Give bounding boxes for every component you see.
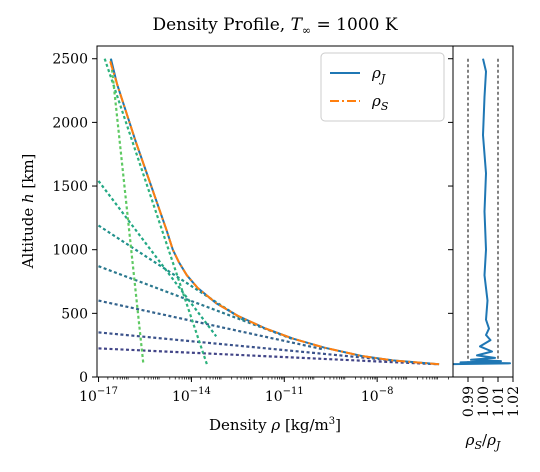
xlabel-unit-pre: [kg/m (280, 416, 329, 434)
side-y-axis (448, 58, 453, 378)
title-main: Density Profile, (152, 15, 290, 35)
y-tick-label: 2500 (52, 52, 88, 68)
y-tick-label: 2000 (52, 115, 88, 131)
main-y-axis: 0 500 1000 1500 2000 2500 (52, 52, 97, 386)
side-x-axis-label: ρS/ρJ (465, 431, 501, 452)
xlabel-main: Density (209, 416, 271, 434)
xlabel-sup: 3 (329, 416, 335, 427)
tangent-line-7 (103, 58, 208, 365)
tangent-line-1 (98, 347, 440, 366)
legend-box (320, 52, 445, 122)
x-tick-label: 10−11 (265, 386, 304, 405)
x-tick-label: 10−8 (361, 386, 394, 405)
legend-label-rho-s: ρS (371, 92, 389, 113)
tangent-line-4 (98, 265, 294, 341)
x-tick-label: 10−14 (172, 386, 211, 405)
legend-rho-s-sub: S (381, 100, 389, 113)
side-x-tick-label: 1.01 (491, 386, 507, 417)
main-y-axis-label: Altitude h [km] (19, 154, 37, 270)
side-x-tick-label: 0.99 (461, 386, 477, 417)
legend-rho-s-var: ρ (371, 92, 381, 110)
tangent-line-6 (97, 180, 218, 337)
side-x-tick-label: 1.00 (476, 386, 492, 417)
ratio-reference-lines (467, 58, 499, 365)
legend: ρJ ρS (320, 52, 445, 122)
title-sub: ∞ (302, 24, 311, 37)
tangent-line-8 (109, 58, 145, 365)
xlabel-var: ρ (270, 416, 280, 434)
y-tick-label: 500 (61, 306, 88, 322)
side-x-tick-label: 1.02 (506, 386, 522, 417)
y-tick-label: 1500 (52, 179, 88, 195)
series-rho-s (108, 58, 440, 366)
xlabel-unit-post: ] (335, 416, 341, 434)
ylabel-main: Altitude (19, 203, 37, 269)
tangent-line-3 (98, 299, 325, 351)
chart-title: Density Profile, T∞ = 1000 K (152, 15, 397, 37)
legend-label-rho-j: ρJ (371, 64, 386, 85)
side-plot-frame (452, 45, 514, 378)
y-tick-label: 0 (79, 370, 88, 386)
side-xlabel-s2: J (494, 439, 501, 452)
legend-rho-j-sub: J (379, 72, 386, 85)
ratio-series (453, 58, 511, 366)
title-var: T (291, 15, 304, 35)
ylabel-unit: [km] (19, 154, 37, 194)
legend-rho-j-var: ρ (371, 64, 381, 82)
title-rest: = 1000 K (311, 15, 398, 35)
side-xlabel-v2: ρ (486, 431, 496, 449)
side-xlabel-v1: ρ (465, 431, 475, 449)
main-x-axis: 10−17 10−14 10−11 10−8 (79, 377, 449, 405)
side-xlabel-s1: S (474, 439, 482, 452)
ratio-line (453, 58, 511, 366)
side-xlabel-mid: / (482, 431, 488, 449)
ylabel-var: h (19, 193, 37, 203)
side-x-axis: 0.99 1.00 1.01 1.02 (461, 377, 522, 417)
x-tick-label: 10−17 (79, 386, 118, 405)
y-tick-label: 1000 (52, 243, 88, 259)
density-series (108, 58, 440, 366)
main-x-axis-label: Density ρ [kg/m3] (209, 416, 341, 434)
